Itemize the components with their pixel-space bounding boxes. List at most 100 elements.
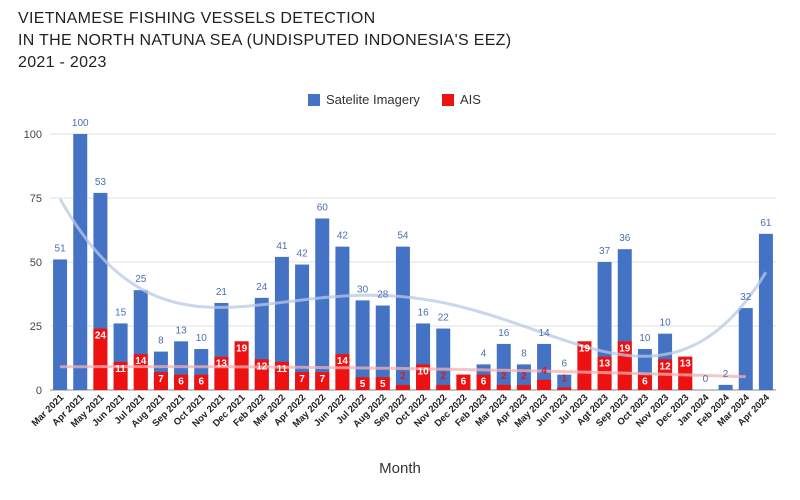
ais-bar [355,377,370,390]
ais-bar [516,384,531,390]
satellite-data-label: 100 [72,118,89,129]
satellite-data-label: 10 [196,333,208,344]
satellite-data-label: 53 [95,177,107,188]
ais-bar [113,361,128,390]
ais-data-label: 19 [236,343,248,354]
ais-data-label: 4 [541,366,547,377]
satellite-data-label: 4 [481,348,487,359]
ais-data-label: 7 [319,374,325,385]
ais-data-label: 24 [95,331,107,342]
x-axis-title: Month [379,460,421,477]
satellite-bar [53,259,68,390]
ais-bar [637,374,652,390]
y-tick-label: 75 [30,193,42,205]
ais-data-label: 6 [642,377,648,388]
satellite-data-label: 2 [723,369,729,380]
ais-bar [395,384,410,390]
satellite-data-label: 8 [521,348,527,359]
ais-bar [476,374,491,390]
satellite-bar [395,246,410,390]
chart-title-line-1: VIETNAMESE FISHING VESSELS DETECTION [18,10,376,27]
ais-data-label: 2 [400,371,406,382]
ais-data-label: 19 [579,343,591,354]
ais-bar [153,372,168,390]
ais-data-label: 19 [619,343,631,354]
ais-data-label: 6 [461,377,467,388]
satellite-data-label: 10 [660,318,672,329]
satellite-data-label: 13 [176,325,188,336]
ais-bar [274,361,289,390]
ais-data-label: 13 [599,359,611,370]
ais-trendline [60,365,746,379]
y-tick-label: 25 [30,321,42,333]
chart-title-line-2: IN THE NORTH NATUNA SEA (UNDISPUTED INDO… [18,32,512,49]
satellite-bar [355,300,370,390]
satellite-bar [537,343,552,390]
ais-bar [456,374,471,390]
satellite-bar [557,374,572,390]
ais-data-label: 2 [501,371,507,382]
satellite-trendline [58,197,768,358]
ais-bar [335,354,350,390]
satellite-data-label: 28 [377,290,389,301]
ais-bar [436,384,451,390]
satellite-bar [315,218,330,390]
satellite-bar [295,264,310,390]
satellite-data-label: 42 [337,231,349,242]
ais-bar [375,377,390,390]
chart-legend: Satelite Imagery AIS [308,92,503,107]
satellite-bar [274,256,289,390]
ais-data-label: 1 [561,373,567,384]
ais-data-label: 12 [660,361,672,372]
satellite-data-label: 41 [276,241,288,252]
ais-bar [416,364,431,390]
y-tick-label: 100 [24,129,42,141]
satellite-data-label: 30 [357,284,369,295]
ais-data-label: 14 [337,356,349,367]
ais-data-label: 2 [521,371,527,382]
satellite-data-label: 36 [619,233,631,244]
ais-data-label: 5 [380,379,386,390]
satellite-bar [496,343,511,390]
legend-label-satellite: Satelite Imagery [326,92,420,107]
ais-bar [557,387,572,390]
satellite-data-label: 61 [760,218,772,229]
satellite-data-label: 6 [561,359,567,370]
satellite-data-label: 22 [438,313,450,324]
satellite-data-label: 15 [115,307,127,318]
ais-bar [315,372,330,390]
chart-title-line-3: 2021 - 2023 [18,54,107,71]
ais-bar [496,384,511,390]
satellite-data-label: 42 [297,249,309,260]
legend-swatch-ais [441,93,454,106]
satellite-data-label: 0 [703,374,709,385]
ais-data-label: 14 [135,356,147,367]
ais-bar [214,356,229,390]
satellite-data-label: 25 [135,274,147,285]
ais-data-label: 11 [277,364,288,375]
ais-bar [577,341,592,390]
ais-bar [194,374,209,390]
legend-item-ais: AIS [441,92,481,107]
satellite-bar [758,233,773,390]
ais-bar [678,356,693,390]
ais-data-label: 10 [418,366,430,377]
ais-data-label: 7 [158,374,164,385]
satellite-data-label: 8 [158,336,164,347]
ais-data-label: 6 [178,377,184,388]
satellite-data-label: 14 [539,328,551,339]
ais-data-label: 13 [680,359,692,370]
ais-data-label: 13 [216,359,228,370]
satellite-data-label: 60 [317,202,329,213]
ais-data-label: 11 [115,364,126,375]
ais-data-label: 12 [256,361,268,372]
legend-item-satellite: Satelite Imagery [308,92,420,107]
legend-label-ais: AIS [459,92,481,107]
satellite-data-label: 37 [599,246,611,257]
satellite-bar [73,134,88,390]
satellite-data-label: 54 [397,231,409,242]
satellite-data-label: 16 [418,307,430,318]
satellite-data-label: 24 [256,282,268,293]
ais-bar [537,379,552,390]
